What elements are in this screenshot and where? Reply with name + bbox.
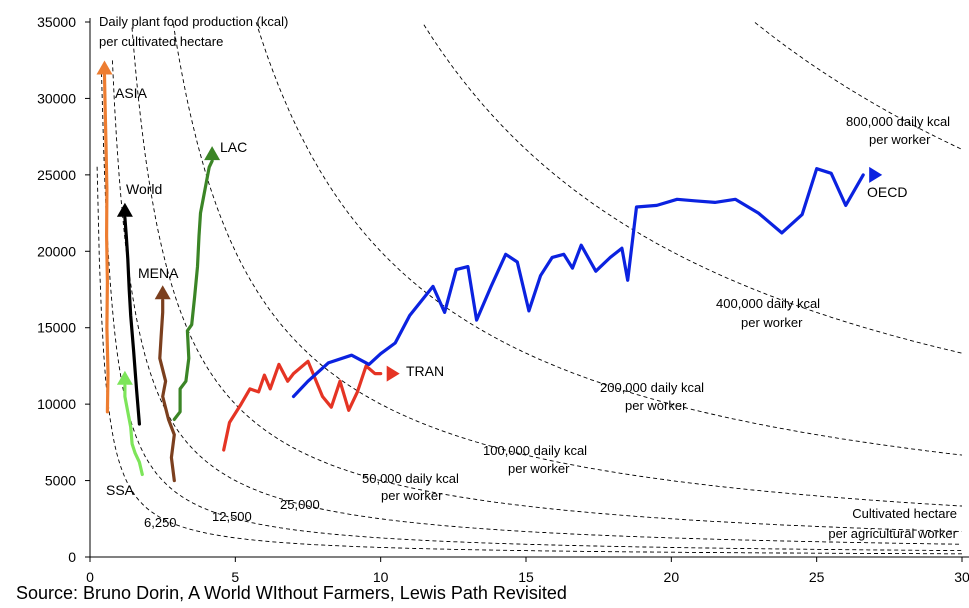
iso-label-25000: 25,000 <box>280 497 320 512</box>
series-arrow-tran <box>386 365 400 382</box>
series-arrow-asia <box>96 60 113 75</box>
series-label-asia: ASIA <box>115 85 148 101</box>
iso-curve-50000 <box>131 27 962 532</box>
x-tick-label-25: 25 <box>809 569 825 585</box>
iso-label-100000-line2: per worker <box>508 461 570 476</box>
iso-label-400000-line1: 400,000 daily kcal <box>716 296 820 311</box>
series-arrow-world <box>116 202 133 217</box>
iso-label-12500: 12,500 <box>212 509 252 524</box>
series-label-mena: MENA <box>138 265 179 281</box>
axes: 0 5000 10000 15000 20000 25000 30000 35000 0 5 10 1… <box>37 14 969 585</box>
series-label-world: World <box>126 181 162 197</box>
iso-label-50000-line1: 50,000 daily kcal <box>362 471 459 486</box>
series-lines <box>96 60 883 483</box>
chart-title-line1: Daily plant food production (kcal) <box>99 14 288 29</box>
series-label-oecd: OECD <box>867 184 907 200</box>
series-arrow-lac <box>204 146 221 161</box>
y-tick-label-0: 0 <box>68 549 76 565</box>
iso-curve-800000 <box>754 22 963 150</box>
series-line-ssa <box>123 384 144 477</box>
iso-curve-400000 <box>423 24 963 354</box>
series-arrow-mena <box>154 285 171 300</box>
x-tick-label-10: 10 <box>373 569 389 585</box>
iso-curve-200000 <box>255 22 963 456</box>
iso-curve-100000 <box>172 23 963 507</box>
iso-label-400000-line2: per worker <box>741 315 803 330</box>
series-label-lac: LAC <box>220 139 247 155</box>
x-tick-label-15: 15 <box>518 569 534 585</box>
iso-label-100000-line1: 100,000 daily kcal <box>483 443 587 458</box>
x-tick-label-0: 0 <box>86 569 94 585</box>
iso-label-200000-line2: per worker <box>625 398 687 413</box>
iso-label-6250: 6,250 <box>144 515 177 530</box>
y-tick-label-35000: 35000 <box>37 14 76 30</box>
series-label-ssa: SSA <box>106 482 135 498</box>
iso-curve-12500 <box>101 72 962 552</box>
x-tick-label-30: 30 <box>954 569 969 585</box>
iso-curve-25000 <box>111 60 963 545</box>
iso-label-800000-line1: 800,000 daily kcal <box>846 114 950 129</box>
iso-label-800000-line2: per worker <box>869 132 931 147</box>
x-axis-label-line1: Cultivated hectare <box>852 506 957 521</box>
iso-curve-6250 <box>96 166 962 555</box>
series-line-asia <box>102 73 110 414</box>
iso-label-200000-line1: 200,000 daily kcal <box>600 380 704 395</box>
series-line-mena <box>158 298 176 483</box>
y-tick-label-10000: 10000 <box>37 396 76 412</box>
iso-curves <box>96 22 963 555</box>
series-arrow-oecd <box>869 166 883 183</box>
series-line-world <box>123 216 141 426</box>
series-line-lac <box>172 159 214 421</box>
y-tick-label-20000: 20000 <box>37 243 76 259</box>
y-tick-label-25000: 25000 <box>37 167 76 183</box>
series-line-oecd <box>291 167 865 399</box>
y-tick-label-5000: 5000 <box>45 473 76 489</box>
annotations: Daily plant food production (kcal) per c… <box>99 14 958 541</box>
series-label-tran: TRAN <box>406 363 444 379</box>
series-line-tran <box>222 359 383 452</box>
chart-title-line2: per cultivated hectare <box>99 34 223 49</box>
y-tick-label-30000: 30000 <box>37 90 76 106</box>
x-tick-label-20: 20 <box>664 569 680 585</box>
x-tick-label-5: 5 <box>231 569 239 585</box>
x-axis-label-line2: per agricultural worker <box>828 526 957 541</box>
y-tick-label-15000: 15000 <box>37 320 76 336</box>
source-caption: Source: Bruno Dorin, A World WIthout Far… <box>16 583 567 603</box>
iso-label-50000-line2: per worker <box>381 488 443 503</box>
series-arrow-ssa <box>116 370 133 385</box>
